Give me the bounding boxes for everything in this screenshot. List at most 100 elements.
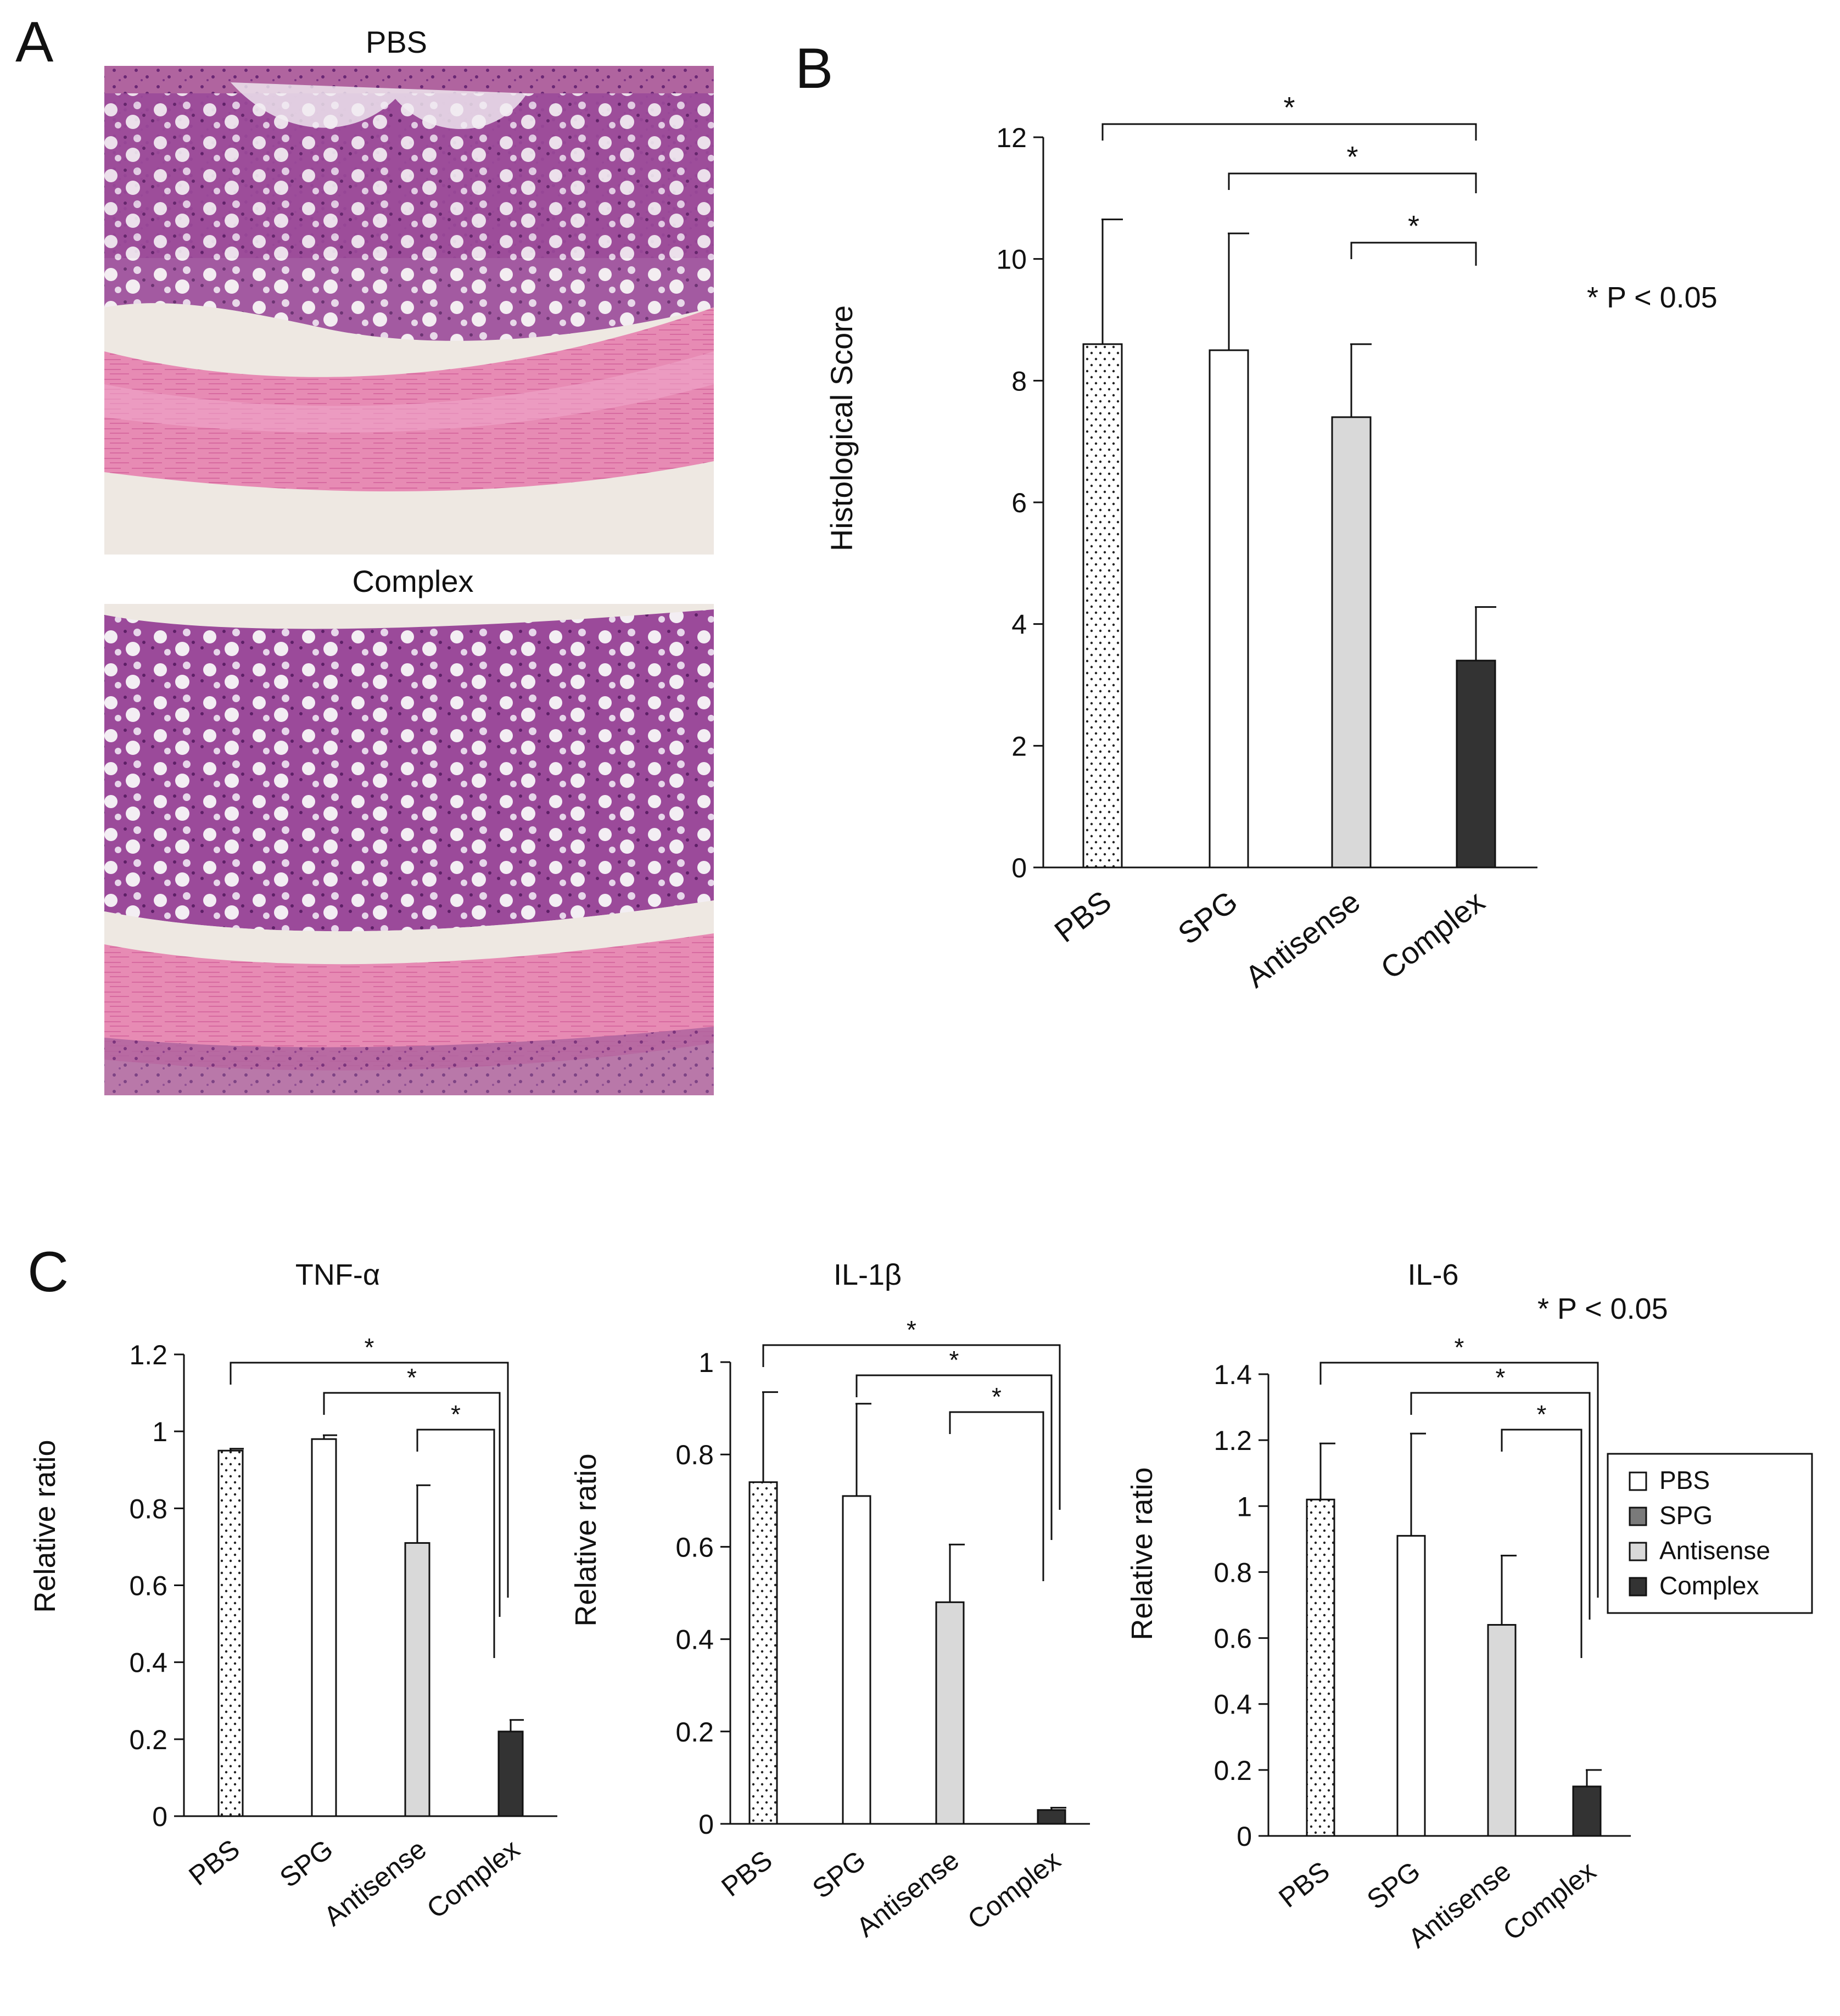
significance-bracket	[1501, 1429, 1582, 1658]
significance-bracket	[1101, 123, 1477, 141]
significance-star: *	[1408, 210, 1419, 243]
y-tick-label: 1	[152, 1416, 167, 1447]
x-tick-label-antisense: Antisense	[851, 1845, 965, 1943]
y-tick-label: 1.2	[1213, 1425, 1252, 1456]
x-tick-label-complex: Complex	[1497, 1856, 1602, 1947]
significance-bracket	[1410, 1392, 1591, 1620]
chart-histological-score: 0 2 4 6 8 10 12 Histological Score PBS SPGAntisen…	[824, 91, 1537, 994]
x-tick-label-spg: SPG	[274, 1834, 339, 1894]
bar-pbs	[1306, 1498, 1335, 1837]
x-tick-label-pbs: PBS	[1048, 884, 1117, 949]
y-tick-label: 1	[698, 1347, 714, 1378]
bar-pbs	[217, 1449, 244, 1817]
y-tick-label: 2	[1011, 731, 1027, 761]
y-tick-label: 0.6	[1213, 1623, 1252, 1654]
bar-pbs	[1082, 343, 1123, 869]
x-tick-label-spg: SPG	[1361, 1856, 1426, 1916]
legend-label-pbs: PBS	[1659, 1466, 1710, 1494]
panel-c-note: * P < 0.05	[1537, 1292, 1668, 1325]
x-tick-label-complex: Complex	[962, 1845, 1066, 1936]
bar-complex	[1037, 1809, 1066, 1825]
y-tick-label: 8	[1011, 366, 1027, 396]
micrograph-pbs	[104, 66, 714, 555]
significance-star: *	[1346, 141, 1358, 173]
micrograph-top-title: PBS	[366, 25, 427, 59]
legend-swatch-spg	[1629, 1507, 1647, 1526]
significance-star: *	[1455, 1333, 1464, 1362]
legend-swatch-pbs	[1629, 1471, 1647, 1491]
legend-label-antisense: Antisense	[1659, 1536, 1770, 1565]
significance-star: *	[1537, 1400, 1547, 1429]
panel-b-note: * P < 0.05	[1587, 281, 1718, 314]
significance-star: *	[365, 1333, 374, 1362]
x-tick-label-pbs: PBS	[183, 1834, 245, 1892]
x-tick-label-pbs: PBS	[715, 1845, 778, 1903]
chart-title: TNF-α	[295, 1258, 380, 1291]
y-tick-label: 10	[996, 244, 1027, 275]
y-tick-label: 0.2	[1213, 1755, 1252, 1786]
y-axis-label: Relative ratio	[1126, 1467, 1159, 1640]
panel-label-a: A	[15, 10, 54, 74]
y-tick-label: 0.4	[675, 1625, 714, 1655]
bar-complex	[1572, 1785, 1602, 1837]
legend: PBS SPG Antisense Complex	[1607, 1453, 1813, 1614]
y-tick-label: 0.8	[675, 1440, 714, 1470]
bar-antisense	[1487, 1624, 1517, 1837]
legend-swatch-antisense	[1629, 1542, 1647, 1561]
legend-label-complex: Complex	[1659, 1571, 1759, 1600]
y-tick-label: 0	[698, 1809, 714, 1840]
significance-bracket	[230, 1362, 509, 1598]
significance-bracket	[323, 1392, 501, 1617]
bar-complex	[1456, 659, 1496, 869]
y-tick-label: 0.6	[675, 1532, 714, 1563]
panel-a-micrographs: PBS Complex	[104, 25, 714, 1095]
y-tick-label: 0	[1011, 853, 1027, 883]
significance-bracket	[1350, 242, 1477, 266]
y-axis-label: Histological Score	[824, 305, 859, 551]
x-tick-label-antisense: Antisense	[1239, 884, 1367, 994]
significance-star: *	[1496, 1363, 1506, 1392]
y-tick-label: 0.6	[129, 1571, 167, 1601]
x-tick-label-complex: Complex	[421, 1834, 525, 1925]
y-tick-label: 0.2	[129, 1724, 167, 1755]
x-tick-label-complex: Complex	[1374, 884, 1491, 986]
bar-antisense	[935, 1601, 965, 1825]
significance-star: *	[907, 1315, 916, 1344]
chart-tnf: 0 0.2 0.4 0.6 0.8 1 1.2 Relative ratio TNF-α PBS S…	[29, 1258, 557, 1932]
significance-bracket	[762, 1344, 1061, 1510]
y-tick-label: 0.8	[1213, 1557, 1252, 1588]
significance-bracket	[949, 1411, 1044, 1581]
y-tick-label: 0.8	[129, 1493, 167, 1524]
y-tick-label: 6	[1011, 488, 1027, 518]
y-axis-label: Relative ratio	[29, 1440, 61, 1612]
y-tick-label: 0.4	[1213, 1689, 1252, 1720]
y-tick-label: 0.2	[675, 1717, 714, 1748]
y-tick-label: 1.2	[129, 1340, 167, 1370]
y-tick-label: 1	[1237, 1491, 1252, 1522]
significance-bracket	[1228, 172, 1477, 193]
chart-il-1: 0 0.2 0.4 0.6 0.8 1 Relative ratio IL-1β PBS SPGA…	[569, 1258, 1090, 1943]
x-tick-label-pbs: PBS	[1273, 1856, 1335, 1914]
panel-label-b: B	[795, 37, 833, 100]
legend-label-spg: SPG	[1659, 1501, 1713, 1530]
x-tick-label-antisense: Antisense	[318, 1834, 432, 1932]
y-tick-label: 0.4	[129, 1648, 167, 1678]
y-axis-label: Relative ratio	[569, 1453, 602, 1626]
bar-complex	[497, 1731, 524, 1817]
significance-bracket	[855, 1374, 1053, 1540]
bar-pbs	[748, 1481, 778, 1825]
bar-spg	[1396, 1535, 1426, 1837]
x-tick-label-spg: SPG	[1171, 884, 1244, 951]
significance-bracket	[1319, 1362, 1599, 1598]
legend-swatch-complex	[1629, 1577, 1647, 1597]
significance-star: *	[1283, 91, 1295, 124]
y-tick-label: 0	[152, 1801, 167, 1832]
significance-star: *	[949, 1346, 959, 1374]
y-tick-label: 4	[1011, 609, 1027, 640]
bar-spg	[1209, 349, 1249, 869]
micrograph-bottom-title: Complex	[353, 564, 474, 598]
bar-antisense	[404, 1542, 430, 1817]
significance-bracket	[416, 1429, 495, 1658]
micrograph-complex	[104, 604, 714, 1095]
